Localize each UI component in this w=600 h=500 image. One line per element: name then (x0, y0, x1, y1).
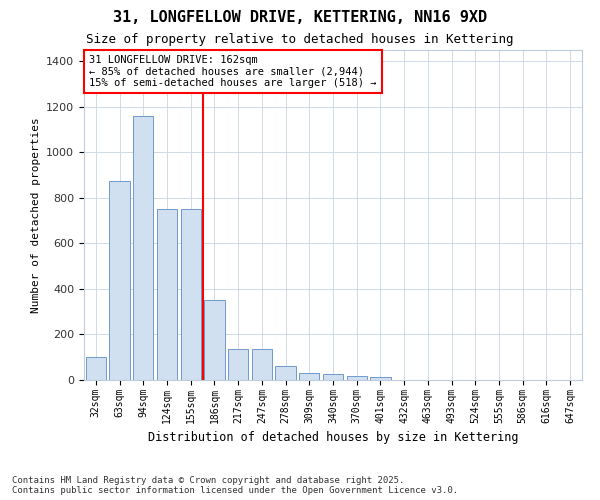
Text: Size of property relative to detached houses in Kettering: Size of property relative to detached ho… (86, 32, 514, 46)
Text: Contains HM Land Registry data © Crown copyright and database right 2025.
Contai: Contains HM Land Registry data © Crown c… (12, 476, 458, 495)
Bar (228, 350, 248, 380)
Bar (275, 366, 296, 380)
X-axis label: Distribution of detached houses by size in Kettering: Distribution of detached houses by size … (148, 431, 518, 444)
Bar (86, 357, 106, 380)
Bar (323, 374, 343, 380)
Bar (347, 376, 367, 380)
Text: 31 LONGFELLOW DRIVE: 162sqm
← 85% of detached houses are smaller (2,944)
15% of : 31 LONGFELLOW DRIVE: 162sqm ← 85% of det… (89, 55, 376, 88)
Bar (181, 210, 201, 380)
Bar (133, 116, 154, 380)
Bar (205, 300, 224, 380)
Bar (370, 378, 391, 380)
Y-axis label: Number of detached properties: Number of detached properties (31, 117, 41, 313)
Text: 31, LONGFELLOW DRIVE, KETTERING, NN16 9XD: 31, LONGFELLOW DRIVE, KETTERING, NN16 9X… (113, 10, 487, 25)
Bar (299, 372, 319, 380)
Bar (252, 350, 272, 380)
Bar (109, 181, 130, 380)
Bar (157, 210, 177, 380)
